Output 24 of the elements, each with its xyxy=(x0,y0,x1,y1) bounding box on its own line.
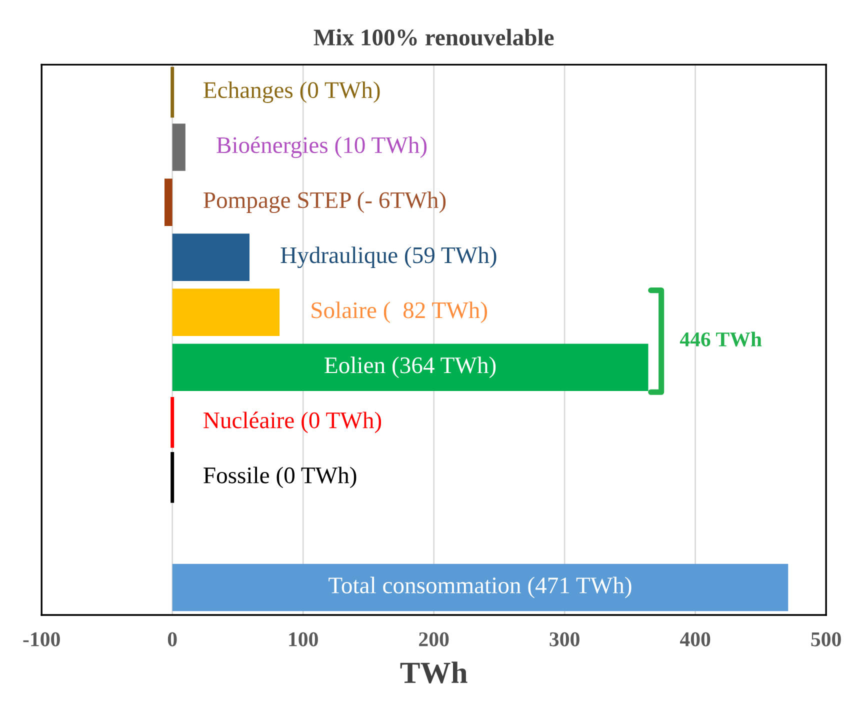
data-label: Echanges (0 TWh) xyxy=(204,81,380,103)
x-tick-label: 100 xyxy=(289,632,318,646)
data-label: Solaire ( 82 TWh) xyxy=(312,302,488,324)
bar xyxy=(164,178,172,226)
x-axis-title: TWh xyxy=(400,662,468,684)
x-tick-label: 0 xyxy=(168,632,177,646)
data-label: Hydraulique (59 TWh) xyxy=(280,246,496,268)
data-label: Bioénergies (10 TWh) xyxy=(216,136,427,158)
data-label: Total consommation (471 TWh) xyxy=(328,576,632,598)
bar xyxy=(172,288,280,336)
x-tick-label: 500 xyxy=(811,632,841,646)
data-label: Fossile (0 TWh) xyxy=(204,466,356,488)
x-tick-label: 300 xyxy=(550,632,580,646)
data-label: Pompage STEP (- 6TWh) xyxy=(204,192,446,214)
x-tick-label: 400 xyxy=(680,632,710,646)
data-label: Eolien (364 TWh) xyxy=(324,356,496,378)
x-tick-label: 200 xyxy=(419,632,449,646)
annotation: 446 TWh xyxy=(680,332,762,347)
bar xyxy=(172,124,186,171)
x-tick-label: -100 xyxy=(23,632,60,646)
bar xyxy=(172,564,788,612)
bar xyxy=(172,234,250,281)
data-label: Nucléaire (0 TWh) xyxy=(204,412,382,434)
chart-title: Mix 100% renouvelable xyxy=(314,28,554,46)
